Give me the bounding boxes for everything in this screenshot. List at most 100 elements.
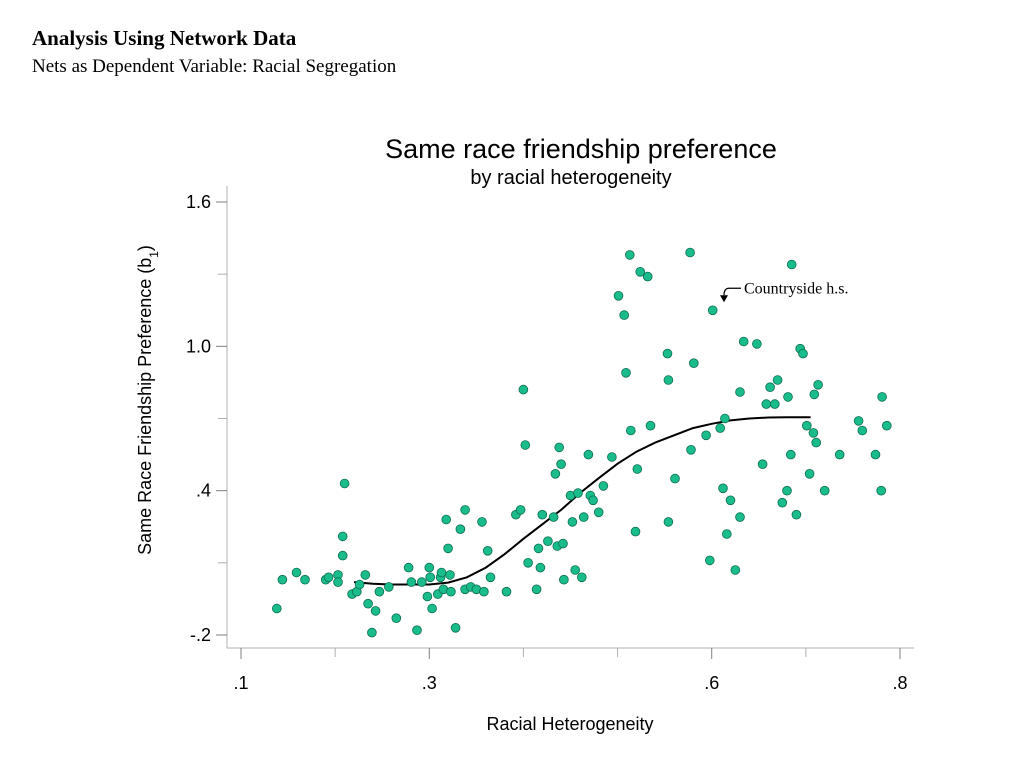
data-point [339,478,350,489]
data-point [482,545,493,556]
data-point [277,574,288,585]
data-point [621,367,631,378]
data-point [685,247,695,258]
data-point [548,512,559,522]
x-tick-label: .6 [704,673,719,693]
data-point [752,339,762,349]
y-axis-label: Same Race Friendship Preference (b1) [135,245,161,555]
data-point [738,336,749,347]
data-point [619,310,629,320]
data-point [819,485,830,496]
data-point [333,577,343,587]
data-point [707,305,718,316]
data-point [663,517,674,527]
data-point [715,423,725,433]
data-point [704,555,715,566]
data-point [578,512,589,522]
data-point [769,399,780,409]
data-point [403,562,414,573]
data-point [425,572,436,583]
data-point [558,538,568,549]
data-point [271,603,282,614]
data-point [670,473,680,484]
annotation-countryside: Countryside h.s. [720,280,848,303]
annotation-arrow [723,287,742,296]
data-point [520,440,531,450]
data-point [556,459,566,470]
data-point [445,570,455,580]
data-point [518,384,529,395]
data-point [360,570,371,580]
data-point [801,420,812,431]
data-point [765,382,775,393]
data-point [291,567,302,578]
data-point [783,392,793,402]
data-point [735,512,745,522]
data-point [543,536,553,546]
data-point [809,389,820,400]
data-point [523,557,533,568]
data-point [450,622,461,633]
data-point [559,574,569,585]
data-point [567,517,578,527]
data-point [391,613,402,623]
data-point [323,572,334,583]
data-point [804,468,815,479]
chart-title: Same race friendship preference [385,134,777,164]
annotation-arrowhead [720,295,729,303]
data-point [477,517,487,527]
fit-line [353,416,811,586]
data-point [772,375,783,385]
data-point [613,290,624,301]
data-point [533,543,544,554]
data-point [416,577,427,587]
data-point [588,495,598,506]
data-point [877,392,887,402]
data-point [834,449,845,460]
x-tick-label: .8 [892,673,907,693]
data-point [791,509,802,520]
y-tick-label: .4 [196,481,211,501]
x-tick-label: .1 [233,673,248,693]
data-point [786,259,797,270]
data-point [725,495,736,506]
data-point [427,603,437,614]
data-point [718,483,728,494]
data-point [811,437,821,448]
y-tick-label: 1.6 [186,192,211,212]
data-point [632,464,643,474]
data-point [645,420,656,431]
data-point [598,481,609,491]
data-point [455,524,466,534]
data-point [554,442,564,453]
data-point [570,565,580,575]
data-point [853,416,864,426]
data-point [424,562,435,573]
annotation-text: Countryside h.s. [744,280,848,297]
data-point [460,505,470,515]
data-point [625,425,636,436]
data-point [479,586,489,597]
data-point [363,598,373,609]
data-point [354,579,365,590]
data-point [782,485,792,496]
chart-subtitle: by racial heterogeneity [470,167,671,189]
data-point [881,420,892,431]
data-point [422,591,433,602]
data-point [701,430,711,441]
data-point [441,514,452,525]
data-point [576,572,587,583]
y-tick-label: -.2 [190,625,211,645]
data-point [662,348,673,359]
data-point [337,550,348,561]
data-point [607,452,617,462]
data-point [446,586,456,597]
data-points [271,247,892,638]
data-point [535,562,546,573]
x-tick-label: .3 [422,673,437,693]
data-point [593,507,604,518]
slide-subtitle: Nets as Dependent Variable: Racial Segre… [32,56,397,77]
slide-title: Analysis Using Network Data [32,26,297,50]
data-point [485,572,496,583]
